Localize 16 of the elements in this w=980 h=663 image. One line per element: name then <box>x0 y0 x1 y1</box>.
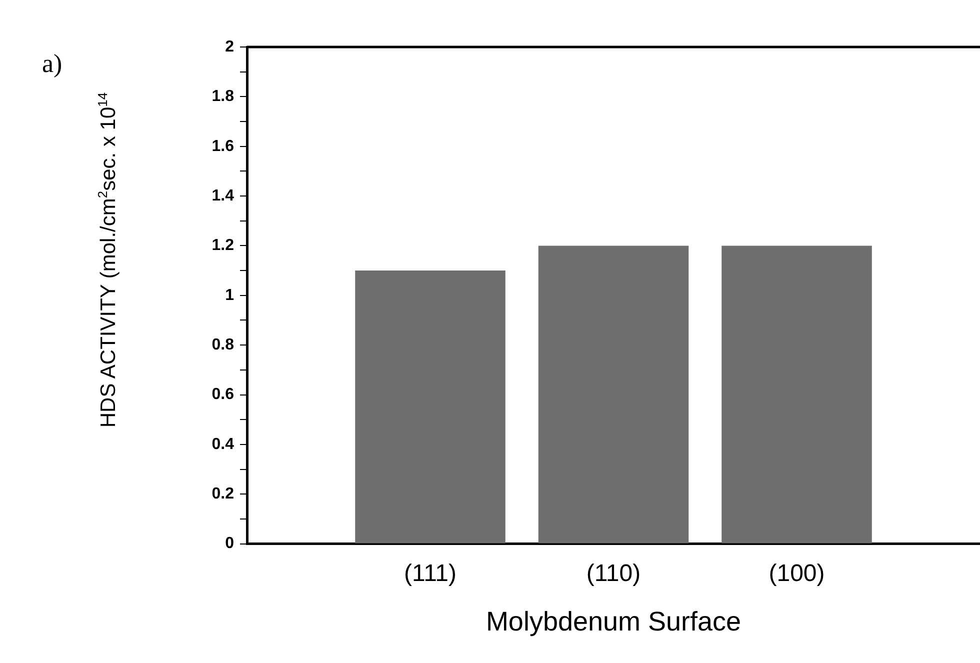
y-tick-label: 0.8 <box>212 336 234 354</box>
text: a) <box>42 48 62 78</box>
y-tick-label: 0.4 <box>212 436 234 453</box>
y-tick-label: 0.6 <box>212 386 234 404</box>
y-tick-label: 1 <box>225 286 234 304</box>
y-tick-label: 1.8 <box>212 88 234 106</box>
y-tick-label: 1.4 <box>212 187 234 204</box>
x-axis-title: Molybdenum Surface <box>486 606 742 636</box>
y-tick-label: 2 <box>225 38 234 56</box>
x-tick-label: (110) <box>586 560 641 587</box>
y-tick-label: 0 <box>225 535 234 552</box>
x-tick-label: (111) <box>404 560 456 587</box>
y-tick-label: 0.2 <box>212 486 234 503</box>
y-tick-label: 1.6 <box>212 138 234 155</box>
y-tick-label: 1.2 <box>212 237 234 254</box>
x-tick-label: (100) <box>768 560 825 587</box>
